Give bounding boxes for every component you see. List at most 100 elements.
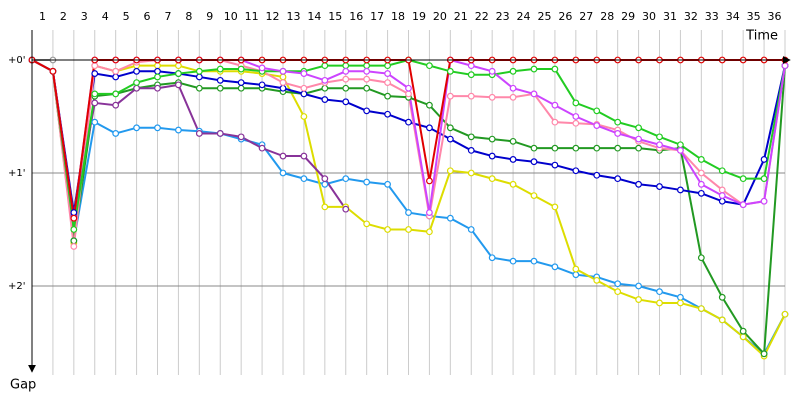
data-point [509, 257, 517, 265]
data-point [467, 133, 475, 141]
data-point [697, 189, 705, 197]
data-point [321, 96, 329, 103]
data-point [467, 92, 475, 100]
data-point [446, 124, 454, 132]
data-point [154, 124, 161, 132]
data-point [614, 175, 622, 183]
data-point [426, 228, 433, 236]
data-point [760, 350, 768, 358]
data-point [300, 84, 308, 92]
data-point [697, 180, 705, 188]
data-point [216, 84, 224, 92]
data-point [154, 73, 161, 81]
data-point [739, 327, 747, 335]
data-point [279, 169, 287, 177]
data-point [426, 62, 433, 70]
data-point [426, 177, 433, 185]
data-point [635, 296, 642, 303]
data-point [300, 113, 308, 120]
data-point [384, 180, 391, 188]
data-point [91, 70, 99, 77]
x-tick-label: 31 [663, 10, 677, 23]
data-point [467, 226, 475, 233]
data-point [446, 167, 454, 175]
data-point [614, 280, 622, 288]
data-point [593, 107, 601, 115]
data-point [509, 84, 517, 92]
data-point [760, 175, 768, 183]
data-point [677, 141, 684, 149]
x-tick-label: 18 [391, 10, 405, 23]
data-point [342, 205, 350, 213]
data-point [112, 101, 120, 109]
data-point [384, 226, 391, 233]
data-point [112, 73, 120, 81]
data-point [342, 98, 350, 106]
data-point [530, 158, 538, 166]
x-axis-label: Time [745, 29, 778, 44]
data-point [551, 65, 559, 73]
data-point [446, 214, 454, 222]
data-point [593, 144, 601, 152]
data-point [656, 183, 663, 190]
data-point [718, 192, 726, 200]
data-point [656, 288, 663, 296]
data-point [614, 130, 622, 137]
data-point [718, 186, 726, 194]
data-point [697, 156, 705, 163]
data-point [656, 141, 663, 149]
data-point [195, 84, 203, 92]
data-point [195, 67, 203, 75]
data-point [384, 70, 391, 77]
data-point [279, 67, 287, 75]
data-point [112, 90, 120, 98]
x-tick-label: 28 [600, 10, 614, 23]
data-point [530, 144, 538, 152]
data-point [321, 62, 329, 70]
data-point [195, 73, 203, 81]
data-point [405, 118, 412, 126]
data-point [175, 81, 182, 89]
y-tick-label: +0' [8, 55, 26, 66]
x-tick-label: 1 [39, 10, 46, 23]
data-point [488, 135, 496, 143]
data-point [446, 92, 454, 100]
data-point [488, 93, 496, 101]
x-tick-label: 33 [705, 10, 719, 23]
data-point [614, 288, 622, 296]
data-point [363, 75, 371, 83]
x-tick-label: 5 [123, 10, 130, 23]
data-point [154, 62, 161, 70]
data-point [739, 333, 747, 341]
data-point [635, 144, 642, 152]
x-tick-label: 27 [579, 10, 593, 23]
data-point [91, 99, 99, 107]
data-point [488, 254, 496, 262]
data-point [258, 144, 266, 152]
data-point [384, 110, 391, 118]
x-tick-label: 3 [81, 10, 88, 23]
x-tick-label: 7 [164, 10, 171, 23]
y-axis-label: Gap [10, 378, 36, 393]
data-point [237, 79, 245, 86]
data-point [781, 62, 789, 70]
data-point [677, 186, 684, 194]
x-tick-label: 21 [454, 10, 468, 23]
x-tick-label: 20 [433, 10, 447, 23]
data-point [321, 84, 329, 92]
data-point [509, 180, 517, 188]
data-point [216, 65, 224, 73]
data-point [467, 146, 475, 154]
data-point [300, 70, 308, 77]
data-point [279, 152, 287, 160]
data-point [530, 90, 538, 98]
data-point [237, 133, 245, 141]
x-tick-label: 13 [286, 10, 300, 23]
data-point [551, 263, 559, 271]
x-tick-label: 24 [517, 10, 531, 23]
data-point [614, 118, 622, 126]
data-point [363, 178, 371, 186]
data-point [509, 93, 517, 101]
data-point [718, 167, 726, 175]
